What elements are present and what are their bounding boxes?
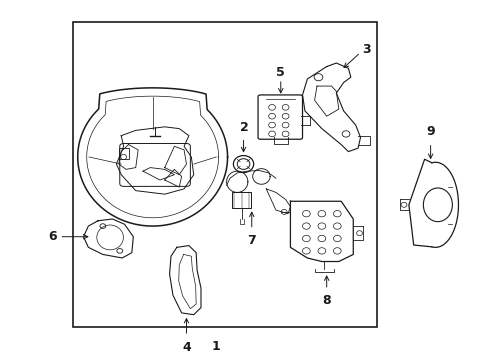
Bar (73, 22, 377, 327)
Text: 3: 3 (362, 44, 370, 57)
Text: 7: 7 (247, 234, 256, 247)
Bar (119, 148, 129, 159)
Bar (232, 192, 250, 208)
Text: 1: 1 (211, 340, 220, 353)
Text: 5: 5 (276, 66, 285, 79)
Text: 6: 6 (49, 230, 57, 243)
Text: 9: 9 (426, 125, 434, 138)
Text: 2: 2 (240, 121, 248, 134)
Text: 4: 4 (182, 341, 190, 354)
Text: 8: 8 (322, 294, 330, 307)
